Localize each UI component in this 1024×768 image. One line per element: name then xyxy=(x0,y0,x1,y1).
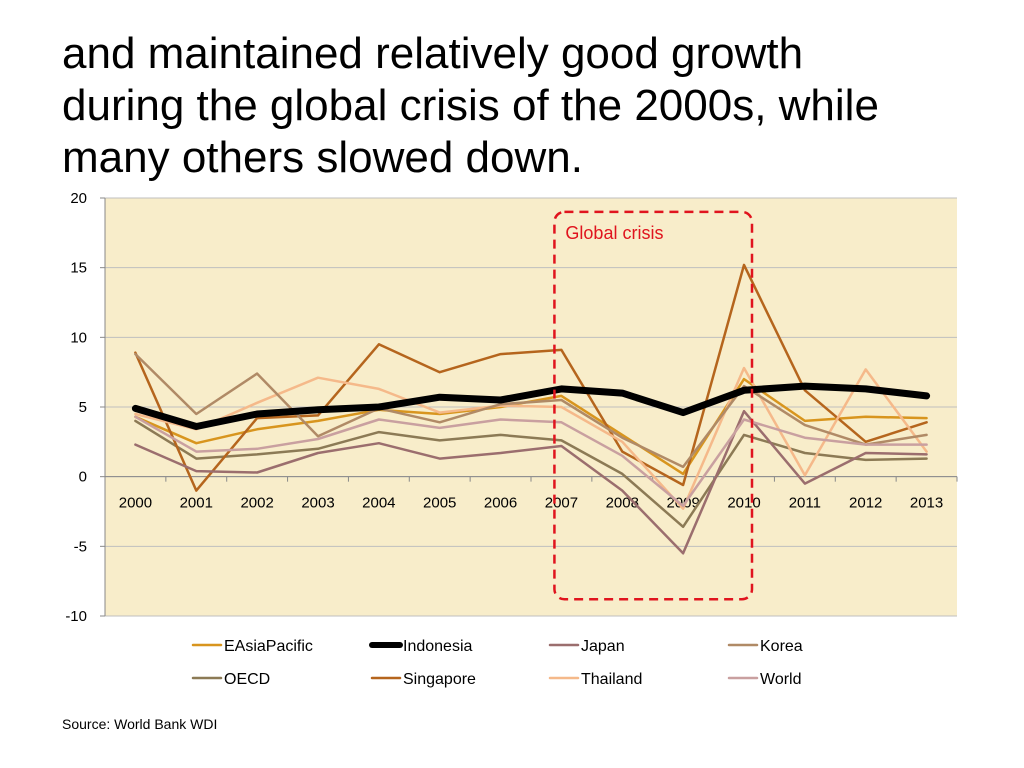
x-tick-label-2000: 2000 xyxy=(119,495,152,512)
series-line-singapore xyxy=(134,263,928,492)
crisis-label: Global crisis xyxy=(565,223,663,243)
x-tick-label-2005: 2005 xyxy=(423,495,456,512)
y-tick-label: 5 xyxy=(79,399,87,416)
x-tick-label-2010: 2010 xyxy=(727,495,760,512)
legend-label-japan: Japan xyxy=(581,638,625,655)
series-line-indonesia xyxy=(131,382,931,430)
series-line-world xyxy=(134,415,928,508)
y-tick-label: 20 xyxy=(70,190,87,207)
series-line-oecd xyxy=(134,419,928,529)
x-tick-label-2006: 2006 xyxy=(484,495,517,512)
y-tick-label: -10 xyxy=(65,608,87,625)
series-line-thailand xyxy=(134,366,928,510)
y-tick-label: 10 xyxy=(70,329,87,346)
legend-label-world: World xyxy=(760,671,802,688)
legend-label-oecd: OECD xyxy=(224,671,270,688)
slide-title: and maintained relatively good growth du… xyxy=(62,28,1002,184)
crisis-box xyxy=(553,210,754,601)
series-line-korea xyxy=(134,352,928,469)
x-tick-label-2001: 2001 xyxy=(180,495,213,512)
x-tick-label-2003: 2003 xyxy=(301,495,334,512)
title-line-1: and maintained relatively good growth xyxy=(62,29,804,78)
legend-label-thailand: Thailand xyxy=(581,671,642,688)
legend-label-indonesia: Indonesia xyxy=(403,638,472,655)
x-tick-label-2011: 2011 xyxy=(789,495,821,512)
legend-label-easiapacific: EAsiaPacific xyxy=(224,638,313,655)
title-line-3: many others slowed down. xyxy=(62,133,583,182)
x-tick-label-2002: 2002 xyxy=(240,495,273,512)
legend-label-singapore: Singapore xyxy=(403,671,476,688)
x-tick-label-2012: 2012 xyxy=(849,495,882,512)
x-tick-label-2007: 2007 xyxy=(545,495,578,512)
title-line-2: during the global crisis of the 2000s, w… xyxy=(62,81,879,130)
legend-label-korea: Korea xyxy=(760,638,803,655)
y-tick-label: 0 xyxy=(79,469,87,486)
y-tick-label: 15 xyxy=(70,260,87,277)
series-line-japan xyxy=(134,409,928,555)
x-tick-label-2004: 2004 xyxy=(362,495,395,512)
y-tick-label: -5 xyxy=(74,538,87,555)
source-note: Source: World Bank WDI xyxy=(62,716,218,732)
x-tick-label-2013: 2013 xyxy=(910,495,943,512)
